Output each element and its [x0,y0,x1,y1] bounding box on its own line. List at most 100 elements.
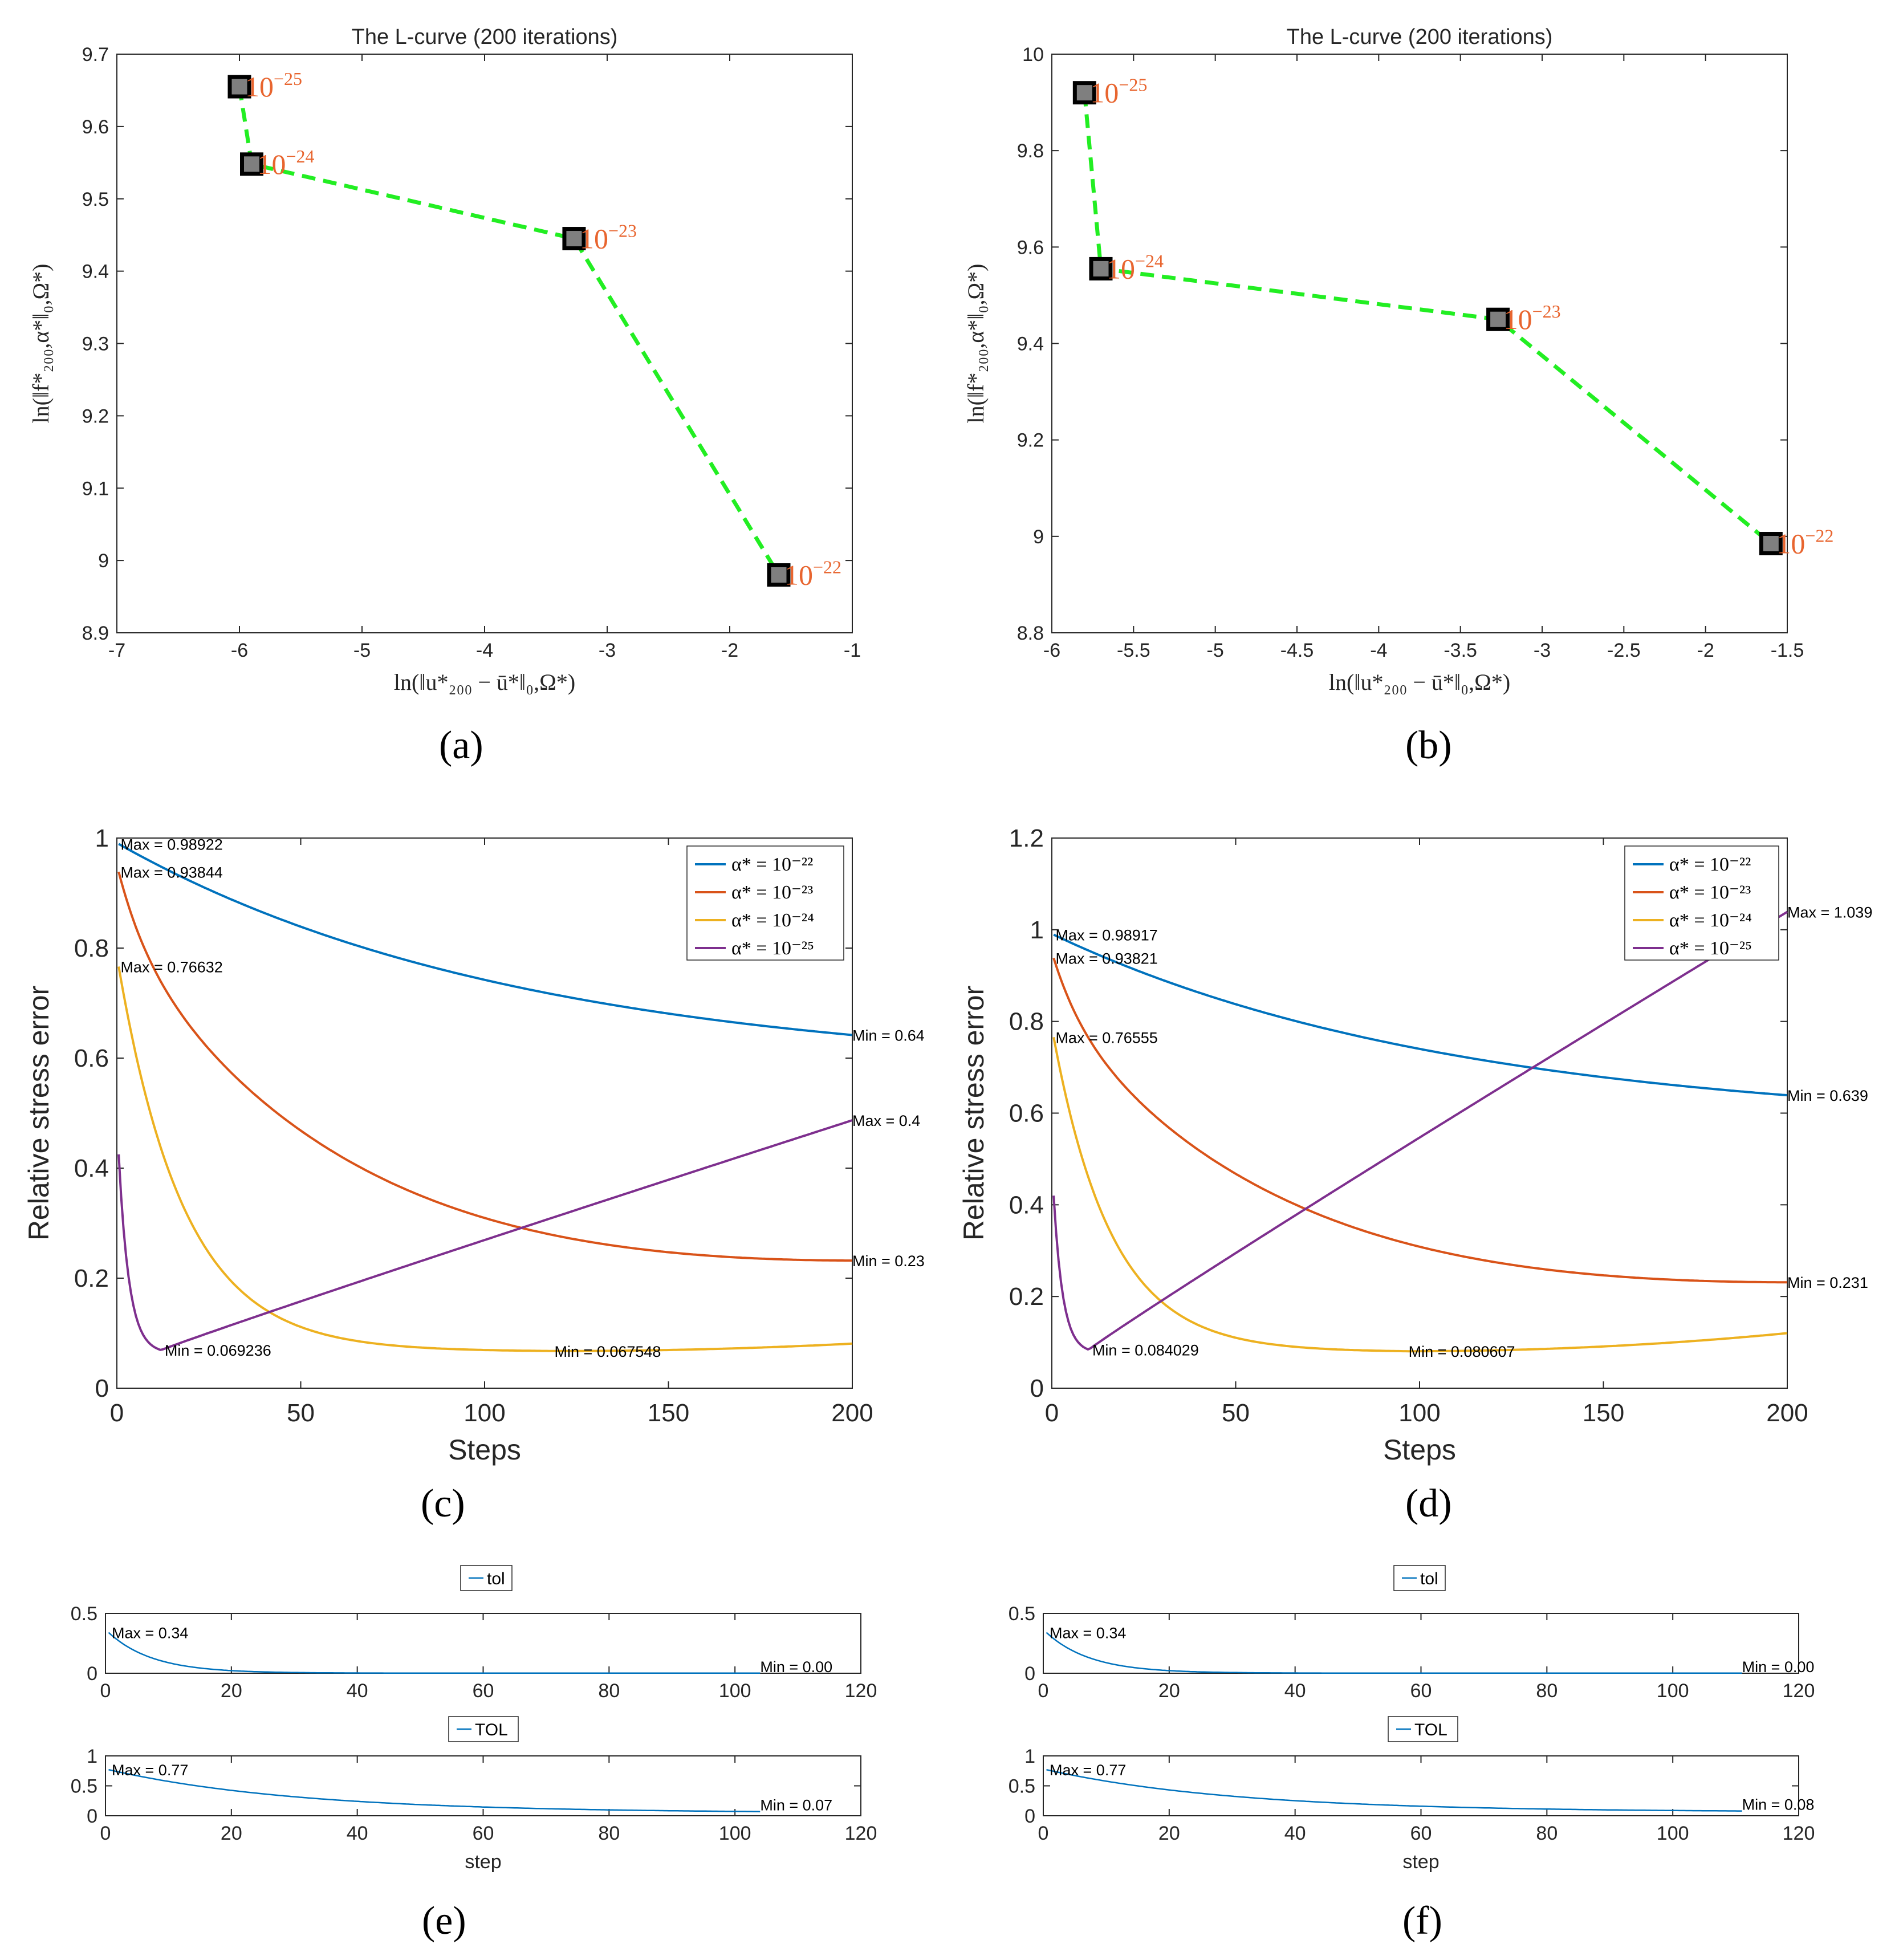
x-tick-label: 100 [1398,1399,1440,1427]
x-tick-label: -3 [1534,640,1551,661]
x-tick-label: -7 [108,640,125,661]
x-axis-label: Steps [1383,1434,1456,1466]
data-annotation: Min = 0.00 [1742,1658,1815,1676]
series-line-2 [1052,1037,1788,1353]
data-annotation: Min = 0.084029 [1092,1341,1199,1359]
l-curve-line [1082,92,1772,546]
y-tick-label: 0 [87,1663,97,1685]
series-line-0 [1046,1768,1742,1812]
y-tick-label: 0.5 [1009,1603,1035,1625]
y-axis-label: ln(‖f*₂₀₀,α*‖₀,Ω*) [963,264,989,424]
x-tick-label: 80 [598,1680,620,1702]
point-label: 10−23 [1504,301,1561,335]
data-annotation: Max = 0.77 [1050,1762,1126,1779]
legend-label: α* = 10⁻²⁵ [731,938,814,959]
data-annotation: Min = 0.23 [852,1253,925,1270]
series-line-0 [1046,1632,1742,1674]
y-tick-label: 1.2 [1009,824,1044,852]
x-tick-label: 20 [1158,1823,1180,1844]
x-tick-label: -3.5 [1443,640,1477,661]
y-tick-label: 0.8 [1009,1008,1044,1036]
legend-label: α* = 10⁻²² [1669,854,1751,875]
l-curve-marker [1072,81,1096,105]
l-curve-marker [562,227,586,251]
x-tick-label: 120 [1783,1680,1815,1702]
x-tick-label: 0 [110,1399,124,1427]
series-line-3 [117,1119,853,1351]
y-tick-label: 0.4 [1009,1191,1044,1219]
y-axis-label: ln(‖f*₂₀₀,α*‖₀,Ω*) [28,264,54,424]
x-tick-label: 100 [463,1399,505,1427]
point-label: 10−25 [245,68,302,103]
y-tick-label: 1 [1030,916,1044,944]
x-tick-label: 0 [1038,1823,1049,1844]
x-tick-label: 100 [719,1680,751,1702]
y-tick-label: 9.8 [1017,140,1044,162]
x-tick-label: 40 [347,1823,368,1844]
chart-title: The L-curve (200 iterations) [1287,25,1553,49]
x-tick-label: -4.5 [1280,640,1314,661]
x-tick-label: 80 [1536,1823,1558,1844]
y-tick-label: 9.5 [82,189,109,210]
y-tick-label: 1 [95,824,109,852]
x-tick-label: 100 [1657,1680,1689,1702]
x-tick-label: 60 [1410,1823,1432,1844]
x-tick-label: 200 [831,1399,873,1427]
legend-box [460,1565,513,1591]
y-tick-label: 9.4 [1017,334,1044,355]
data-annotation: Max = 0.93844 [120,864,222,881]
data-annotation: Min = 0.067548 [555,1343,661,1360]
legend-label: α* = 10⁻²³ [1669,882,1751,903]
series-line-1 [117,871,852,1262]
data-annotation: Max = 1.039 [1787,904,1872,921]
x-tick-label: 0 [1038,1680,1049,1702]
plot-area [105,1613,861,1674]
x-tick-label: 120 [845,1680,877,1702]
y-tick-label: 0 [95,1375,109,1402]
legend: α* = 10⁻²² α* = 10⁻²³ α* = 10⁻²⁴ α* = 10⁻²⁵ [686,845,844,961]
x-tick-label: -5 [353,640,371,661]
x-tick-label: 0 [1045,1399,1059,1427]
l-curve-marker [227,75,251,99]
y-tick-label: 1 [1024,1746,1035,1767]
l-curve-line [237,86,780,576]
series-line-0 [108,1768,761,1812]
y-tick-label: 9 [1033,526,1044,548]
x-tick-label: 80 [598,1823,620,1844]
legend-label: α* = 10⁻²³ [731,882,813,903]
y-tick-label: 0.4 [74,1154,109,1182]
data-annotation: Max = 0.34 [112,1625,188,1642]
x-axis-label: ln(‖u*₂₀₀ − ū*‖₀,Ω*) [1329,669,1510,695]
x-tick-label: -6 [1043,640,1060,661]
l-curve-marker [1089,257,1113,280]
legend: TOL [448,1716,519,1742]
x-tick-label: -2.5 [1607,640,1641,661]
y-tick-label: 0.8 [74,934,109,962]
data-annotation: Min = 0.08 [1742,1796,1815,1813]
point-label: 10−23 [580,221,637,255]
x-tick-label: 200 [1766,1399,1808,1427]
legend: tol [1393,1565,1446,1591]
x-tick-label: 20 [1158,1680,1180,1702]
chart-a: -7 -6 -5 -4 -3 -2 -1 8.9 9 9.1 9.2 9.3 9.4 9.5 9.6 9.7 T… [28,25,861,767]
x-tick-label: -4 [476,640,493,661]
l-curve-marker [1486,307,1510,331]
x-tick-label: 40 [1284,1680,1306,1702]
legend-label: tol [1420,1569,1438,1588]
x-tick-label: 100 [1657,1823,1689,1844]
y-tick-label: 0.6 [1009,1100,1044,1128]
y-tick-label: 8.8 [1017,623,1044,644]
x-tick-label: -5.5 [1117,640,1150,661]
x-axis-label: Steps [448,1434,521,1466]
y-tick-label: 0 [1024,1663,1035,1685]
x-tick-label: -3 [599,640,616,661]
y-tick-label: 9.7 [82,44,109,66]
data-annotation: Min = 0.069236 [165,1342,271,1359]
data-annotation: Max = 0.76632 [120,959,222,976]
legend: TOL [1388,1716,1458,1742]
panel-label: (d) [1405,1482,1452,1526]
y-tick-label: 9.4 [82,261,109,283]
series-line-0 [108,1632,761,1674]
y-axis-label: Relative stress error [958,986,990,1241]
data-annotation: Min = 0.080607 [1409,1343,1515,1360]
